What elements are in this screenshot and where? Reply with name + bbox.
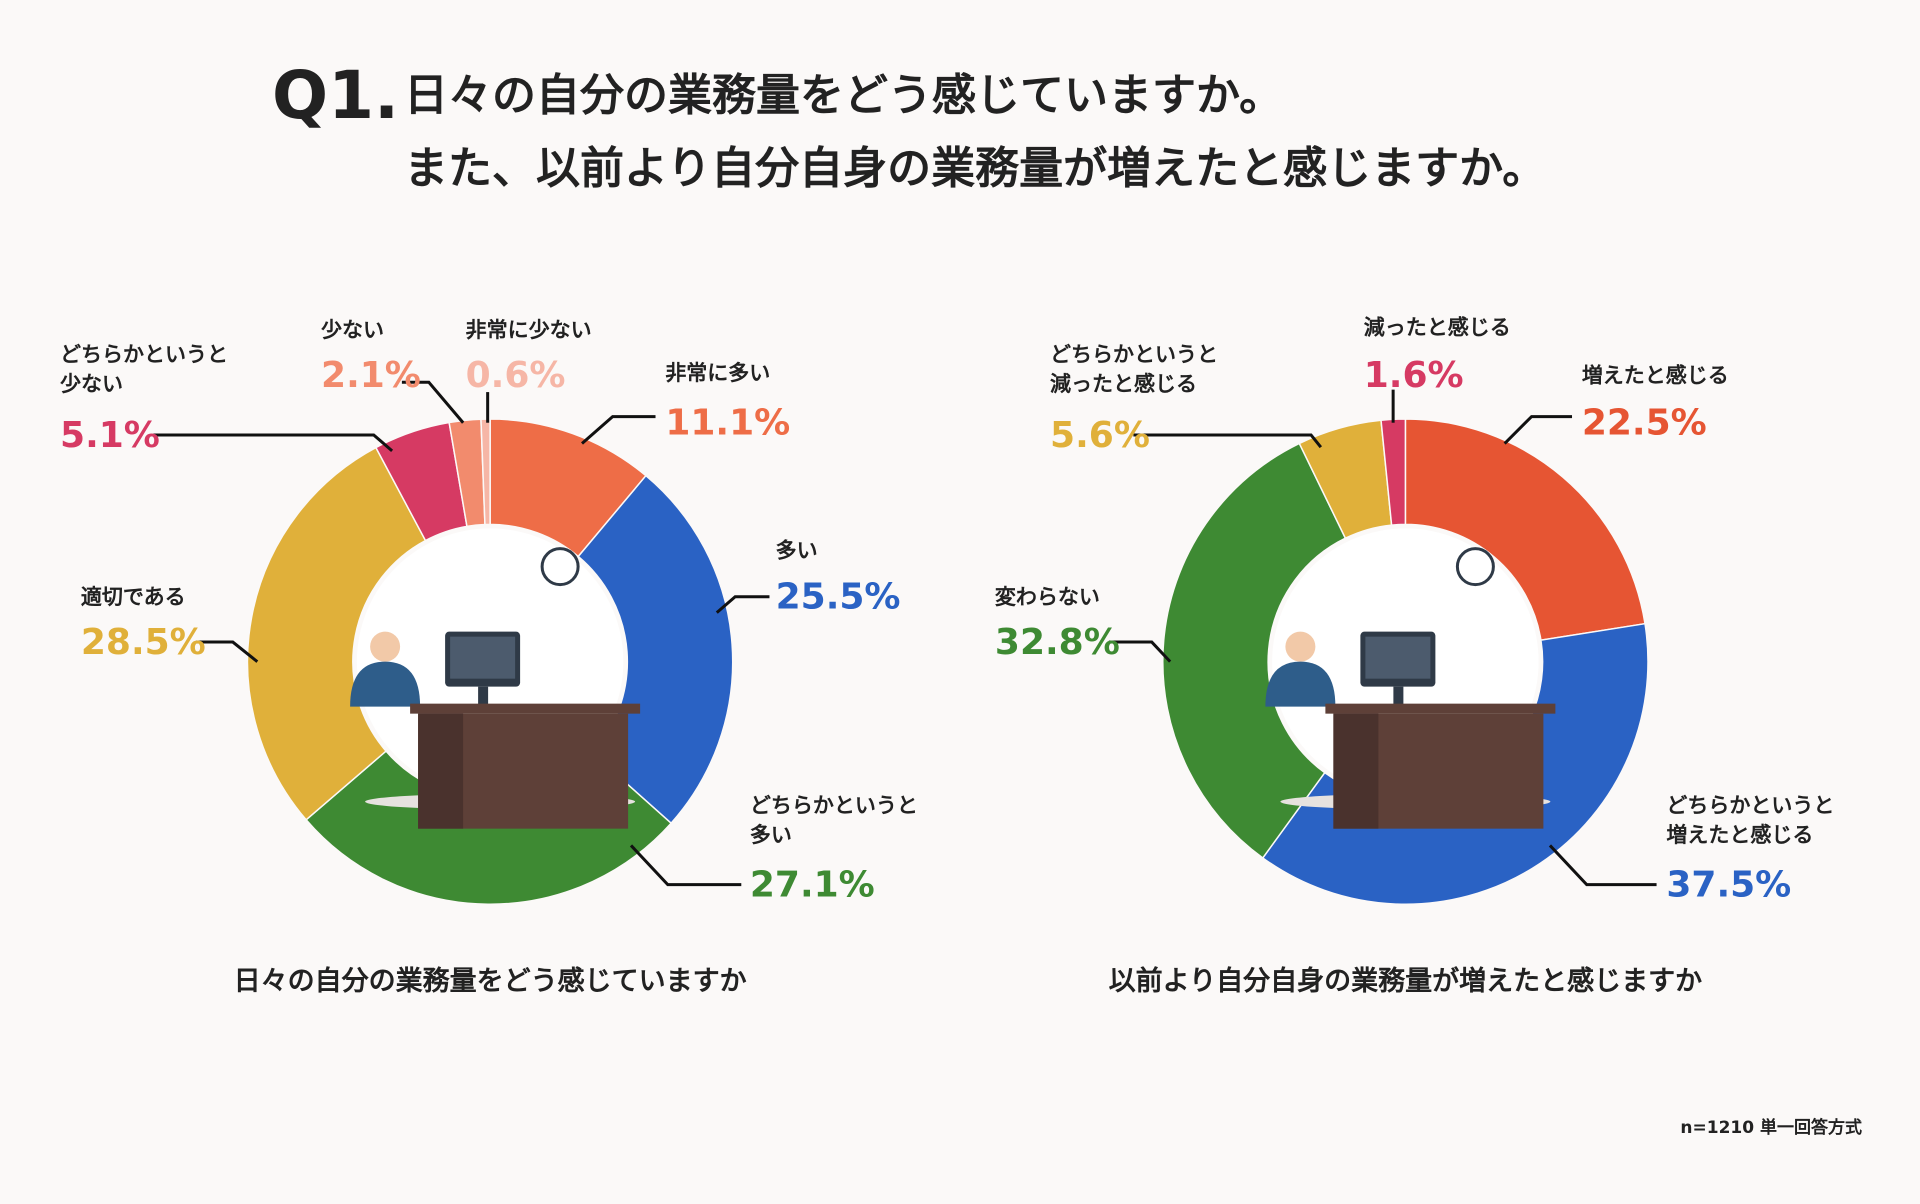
leader-line bbox=[1108, 640, 1172, 663]
illustration-part bbox=[478, 686, 489, 705]
category-label: 適切である bbox=[81, 585, 186, 609]
illustration-part bbox=[450, 636, 516, 679]
value-label: 1.6% bbox=[1364, 355, 1464, 396]
leader-line bbox=[401, 380, 465, 424]
illustration-part bbox=[350, 661, 421, 707]
illustration-part bbox=[370, 631, 401, 662]
category-label: 非常に多い bbox=[665, 361, 770, 385]
value-label: 0.6% bbox=[466, 355, 566, 396]
value-label: 22.5% bbox=[1582, 403, 1707, 444]
donut-slice bbox=[1380, 418, 1407, 526]
illustration bbox=[350, 528, 641, 829]
donut-slice bbox=[480, 418, 491, 526]
category-label: 変わらない bbox=[995, 585, 1100, 609]
illustration-part bbox=[1365, 636, 1431, 679]
value-label: 5.1% bbox=[60, 415, 160, 456]
leader-line bbox=[196, 640, 259, 663]
illustration-part bbox=[540, 547, 580, 587]
value-label: 32.8% bbox=[995, 622, 1120, 663]
illustration-part bbox=[1265, 661, 1336, 707]
leader-line bbox=[715, 595, 770, 614]
title-line: また、以前より自分自身の業務量が増えたと感じますか。 bbox=[404, 143, 1546, 194]
chart-subtitle: 以前より自分自身の業務量が増えたと感じますか bbox=[1109, 965, 1702, 997]
value-label: 25.5% bbox=[776, 577, 901, 618]
illustration bbox=[1265, 528, 1556, 829]
illustration-part bbox=[418, 713, 464, 829]
value-label: 27.1% bbox=[750, 865, 875, 906]
category-label: 少ない bbox=[321, 318, 384, 342]
leader-line bbox=[153, 433, 394, 453]
category-label: 非常に少ない bbox=[466, 318, 592, 342]
donut-slice bbox=[246, 446, 427, 821]
illustration-part bbox=[1333, 713, 1379, 829]
value-label: 37.5% bbox=[1666, 865, 1791, 906]
leader-line bbox=[1503, 415, 1573, 445]
illustration-part bbox=[1393, 686, 1404, 705]
footnote: n=1210 単一回答方式 bbox=[1680, 1117, 1862, 1138]
leader-line bbox=[629, 844, 742, 887]
value-label: 11.1% bbox=[665, 403, 790, 444]
category-label: どちらかというと少ない bbox=[60, 342, 228, 395]
illustration-part bbox=[1455, 547, 1495, 587]
category-label: どちらかというと減ったと感じる bbox=[1050, 342, 1218, 395]
title-line: 日々の自分の業務量をどう感じていますか。 bbox=[404, 70, 1283, 121]
category-label: どちらかというと多い bbox=[750, 793, 918, 846]
value-label: 28.5% bbox=[81, 622, 206, 663]
category-label: 多い bbox=[776, 538, 818, 562]
donut-slice bbox=[1404, 418, 1646, 642]
illustration-part bbox=[1325, 703, 1556, 714]
leader-line bbox=[581, 415, 656, 445]
value-label: 2.1% bbox=[321, 355, 421, 396]
illustration-part bbox=[1285, 631, 1316, 662]
leader-line bbox=[1548, 844, 1657, 887]
value-label: 5.6% bbox=[1050, 415, 1150, 456]
question-label: Q1. bbox=[272, 57, 399, 134]
category-label: 増えたと感じる bbox=[1582, 363, 1729, 387]
category-label: 減ったと感じる bbox=[1364, 315, 1511, 339]
leader-line bbox=[1133, 433, 1323, 449]
illustration-part bbox=[410, 703, 641, 714]
chart-subtitle: 日々の自分の業務量をどう感じていますか bbox=[234, 965, 747, 997]
category-label: どちらかというと増えたと感じる bbox=[1666, 793, 1834, 846]
